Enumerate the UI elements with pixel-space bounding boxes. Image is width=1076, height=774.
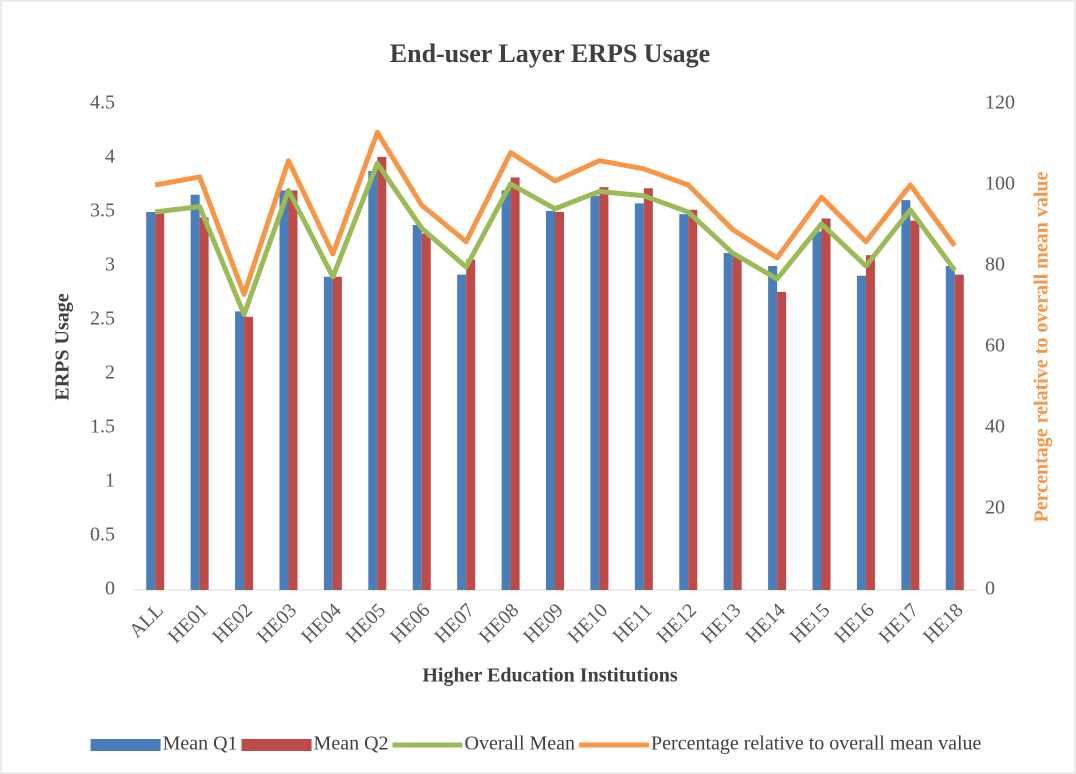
bar: [723, 253, 733, 591]
legend-label: Mean Q2: [314, 733, 389, 755]
bar: [288, 190, 298, 590]
y-tick-label: 1.5: [90, 416, 115, 438]
legend-label: Percentage relative to overall mean valu…: [651, 733, 982, 755]
line-series: [154, 129, 957, 297]
bar: [421, 233, 431, 590]
bar: [501, 190, 511, 590]
bar: [954, 274, 964, 590]
y-tick-label: 2: [105, 362, 115, 384]
y2-tick-label: 80: [985, 254, 1005, 276]
bar: [732, 255, 742, 590]
bar: [688, 209, 698, 590]
bar: [244, 316, 254, 590]
bar: [332, 276, 342, 590]
bar: [412, 224, 422, 590]
y2-tick-label: 60: [985, 335, 1005, 357]
y2-tick-label: 20: [985, 497, 1005, 519]
bar: [546, 210, 555, 591]
y-tick-label: 3: [105, 254, 115, 276]
bar: [235, 311, 245, 590]
y2-tick-label: 0: [985, 578, 995, 600]
y-tick-label: 0: [105, 578, 115, 600]
y-tick-label: 1: [105, 470, 115, 492]
bar: [643, 188, 653, 591]
line-series: [154, 160, 957, 318]
bar: [634, 203, 644, 591]
x-axis-title: Higher Education Institutions: [422, 665, 677, 687]
y-tick-label: 2.5: [90, 308, 115, 330]
bar: [279, 190, 289, 590]
y2-tick-label: 40: [985, 416, 1005, 438]
y-tick-label: 3.5: [90, 200, 115, 222]
bar: [190, 194, 200, 590]
bar: [945, 266, 955, 590]
bar: [510, 177, 520, 590]
legend-swatch: [90, 739, 161, 751]
bar: [865, 255, 875, 590]
bar: [555, 212, 564, 590]
chart-title: End-user Layer ERPS Usage: [390, 39, 710, 68]
legend-label: Overall Mean: [465, 733, 576, 755]
bar: [777, 291, 787, 590]
legend-label: Mean Q1: [163, 733, 238, 755]
bar: [821, 218, 831, 591]
bar: [590, 195, 600, 591]
bar: [901, 200, 911, 590]
y-axis-title: ERPS Usage: [52, 293, 74, 400]
y2-tick-label: 120: [985, 92, 1015, 114]
bar: [323, 276, 333, 590]
bar: [146, 212, 156, 590]
bar: [466, 259, 476, 590]
bar: [457, 274, 467, 590]
bar: [679, 214, 689, 590]
y-tick-label: 4.5: [90, 92, 115, 114]
y2-tick-label: 100: [985, 173, 1015, 195]
bar: [377, 156, 387, 591]
bar: [368, 170, 378, 590]
bar: [856, 275, 866, 590]
bar: [599, 187, 609, 590]
bar: [155, 212, 165, 590]
bar: [812, 231, 822, 590]
y-tick-label: 4: [105, 146, 115, 168]
bar: [768, 266, 778, 590]
legend-swatch: [241, 739, 312, 751]
bar: [910, 220, 920, 590]
bar: [199, 217, 209, 590]
y2-axis-title: Percentage relative to overall mean valu…: [1031, 171, 1053, 522]
y-tick-label: 0.5: [90, 524, 115, 546]
